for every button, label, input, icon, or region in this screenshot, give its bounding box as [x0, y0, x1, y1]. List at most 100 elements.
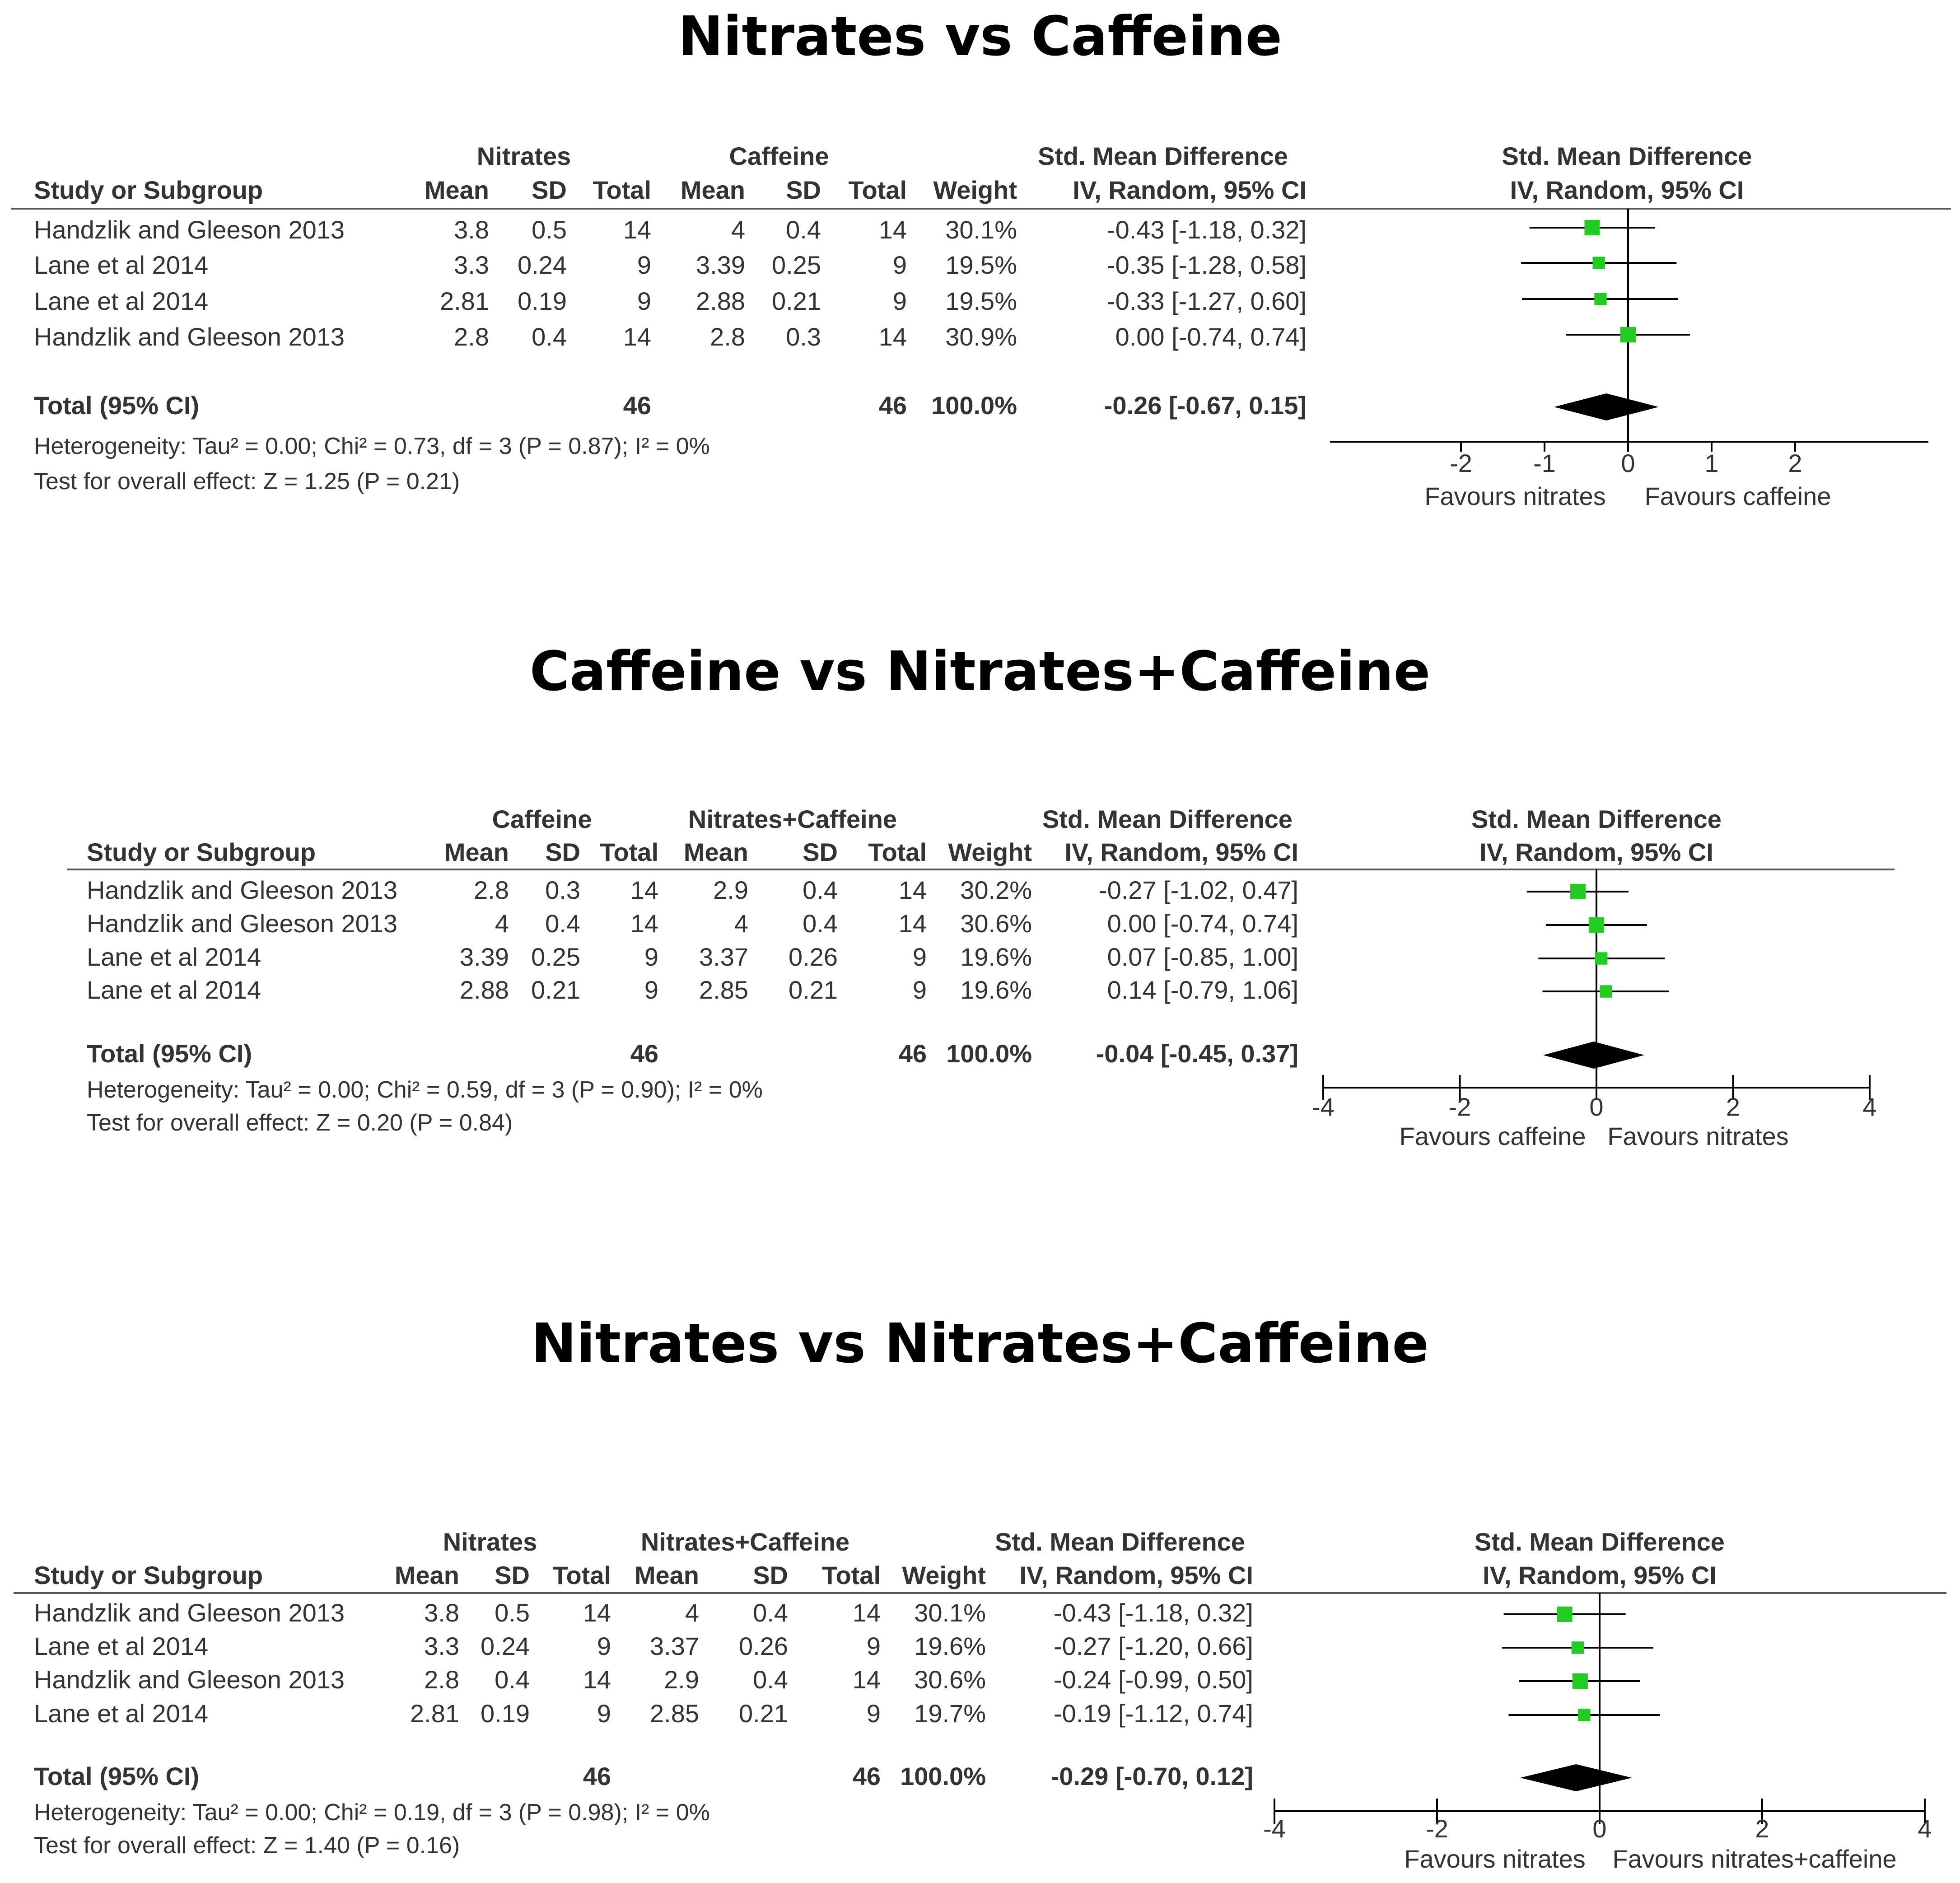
total2-value: 14 [853, 1598, 881, 1627]
sd2-value: 0.4 [753, 1665, 788, 1694]
x-tick-label: 0 [1589, 1093, 1603, 1121]
ci-text: 0.00 [-0.74, 0.74] [1115, 322, 1307, 351]
sd2-value: 0.25 [772, 251, 821, 279]
total-label: Total (95% CI) [34, 1762, 199, 1790]
effect-marker [1584, 220, 1600, 236]
study-name: Lane et al 2014 [34, 251, 208, 279]
weight-col-header: Weight [948, 838, 1032, 866]
effect-marker [1578, 1709, 1591, 1721]
sd1-value: 0.3 [545, 876, 580, 904]
sd1-value: 0.25 [531, 943, 580, 971]
study-name: Handzlik and Gleeson 2013 [34, 215, 345, 244]
favours-left-label: Favours caffeine [1400, 1122, 1586, 1150]
weight-col-header: Weight [902, 1561, 986, 1589]
mean2-col-header: Mean [681, 176, 745, 204]
study-name: Handzlik and Gleeson 2013 [34, 1598, 345, 1627]
ci-text: -0.27 [-1.20, 0.66] [1054, 1632, 1253, 1660]
total2-value: 9 [893, 287, 907, 315]
overall-effect-text: Test for overall effect: Z = 0.20 (P = 0… [87, 1110, 513, 1136]
total2-value: 9 [893, 251, 907, 279]
sd1-value: 0.4 [545, 909, 580, 938]
total-ci-text: -0.29 [-0.70, 0.12] [1051, 1762, 1253, 1790]
plot-header-bottom: IV, Random, 95% CI [1479, 838, 1713, 866]
group1-header: Caffeine [492, 805, 592, 833]
mean1-col-header: Mean [395, 1561, 459, 1589]
sd2-value: 0.21 [789, 976, 838, 1004]
sd1-value: 0.4 [532, 322, 567, 351]
total1-value: 14 [623, 322, 651, 351]
plot-header-top: Std. Mean Difference [1471, 805, 1722, 833]
study-col-header: Study or Subgroup [34, 176, 263, 204]
total1-value: 9 [597, 1699, 611, 1728]
ci-text: -0.43 [-1.18, 0.32] [1107, 215, 1307, 244]
weight-value: 30.1% [914, 1598, 986, 1627]
forest-panel-3: Nitrates vs Nitrates+Caffeine Nitrates Ni… [0, 1301, 1960, 1883]
heterogeneity-text: Heterogeneity: Tau² = 0.00; Chi² = 0.73,… [34, 433, 710, 459]
panel-title: Nitrates vs Caffeine [677, 5, 1283, 68]
total2-value: 14 [899, 909, 927, 938]
study-name: Handzlik and Gleeson 2013 [87, 909, 397, 938]
sd1-col-header: SD [532, 176, 567, 204]
sd2-value: 0.4 [786, 215, 821, 244]
study-name: Lane et al 2014 [87, 976, 261, 1004]
plot-header-top: Std. Mean Difference [1502, 142, 1752, 170]
overall-effect-text: Test for overall effect: Z = 1.25 (P = 0… [34, 468, 460, 495]
total2-value: 14 [879, 322, 907, 351]
effect-marker [1570, 883, 1586, 900]
x-tick-label: -2 [1449, 1093, 1471, 1121]
sd2-col-header: SD [753, 1561, 788, 1589]
total-n2: 46 [879, 391, 907, 420]
x-tick-label: 0 [1592, 1814, 1606, 1843]
mean2-col-header: Mean [635, 1561, 699, 1589]
forest-plot-svg: Caffeine Nitrates+Caffeine Std. Mean Diffe… [67, 805, 1895, 1150]
total-weight: 100.0% [900, 1762, 986, 1790]
x-tick-label: -2 [1450, 449, 1472, 477]
forest-panel-2: Caffeine vs Nitrates+Caffeine Caffeine Ni… [0, 632, 1960, 1174]
study-name: Lane et al 2014 [87, 943, 261, 971]
sd2-value: 0.3 [786, 322, 821, 351]
total-weight: 100.0% [946, 1039, 1032, 1068]
study-name: Lane et al 2014 [34, 287, 208, 315]
weight-value: 19.6% [960, 976, 1032, 1004]
x-tick-label: 4 [1862, 1093, 1876, 1121]
total-ci-text: -0.26 [-0.67, 0.15] [1104, 391, 1307, 420]
plot-header-top: Std. Mean Difference [1475, 1528, 1725, 1556]
mean1-value: 3.8 [424, 1598, 459, 1627]
weight-value: 19.5% [945, 287, 1017, 315]
overall-effect-text: Test for overall effect: Z = 1.40 (P = 0… [34, 1832, 460, 1859]
mean1-col-header: Mean [425, 176, 489, 204]
total1-value: 9 [644, 943, 658, 971]
favours-right-label: Favours nitrates [1607, 1122, 1789, 1150]
total1-value: 14 [630, 876, 658, 904]
sd2-value: 0.4 [803, 876, 838, 904]
ci-text: -0.19 [-1.12, 0.74] [1054, 1699, 1253, 1728]
sd1-value: 0.19 [481, 1699, 530, 1728]
study-col-header: Study or Subgroup [34, 1561, 263, 1589]
panel-title: Nitrates vs Nitrates+Caffeine [531, 1313, 1429, 1375]
mean1-value: 2.8 [454, 322, 489, 351]
mean1-value: 2.8 [474, 876, 509, 904]
mean2-col-header: Mean [684, 838, 748, 866]
forest-plot-svg: Nitrates Caffeine Std. Mean Difference Std.… [11, 142, 1951, 510]
total1-value: 9 [637, 251, 651, 279]
total1-value: 14 [583, 1598, 611, 1627]
x-tick-label: -4 [1312, 1093, 1335, 1121]
favours-right-label: Favours caffeine [1645, 482, 1831, 510]
sd1-value: 0.24 [518, 251, 567, 279]
pooled-effect-diamond [1543, 1042, 1644, 1069]
x-tick-label: -4 [1263, 1814, 1286, 1843]
effect-header-top: Std. Mean Difference [1042, 805, 1293, 833]
sd1-value: 0.5 [532, 215, 567, 244]
effect-marker [1600, 985, 1612, 998]
heterogeneity-text: Heterogeneity: Tau² = 0.00; Chi² = 0.59,… [87, 1077, 763, 1103]
total1-value: 9 [644, 976, 658, 1004]
study-name: Handzlik and Gleeson 2013 [34, 322, 345, 351]
ci-text: 0.14 [-0.79, 1.06] [1107, 976, 1298, 1004]
total2-value: 9 [913, 943, 927, 971]
weight-value: 19.6% [914, 1632, 986, 1660]
weight-value: 19.5% [945, 251, 1017, 279]
group1-header: Nitrates [477, 142, 571, 170]
x-tick-label: 2 [1788, 449, 1802, 477]
group2-header: Nitrates+Caffeine [641, 1528, 849, 1556]
sd2-value: 0.4 [753, 1598, 788, 1627]
